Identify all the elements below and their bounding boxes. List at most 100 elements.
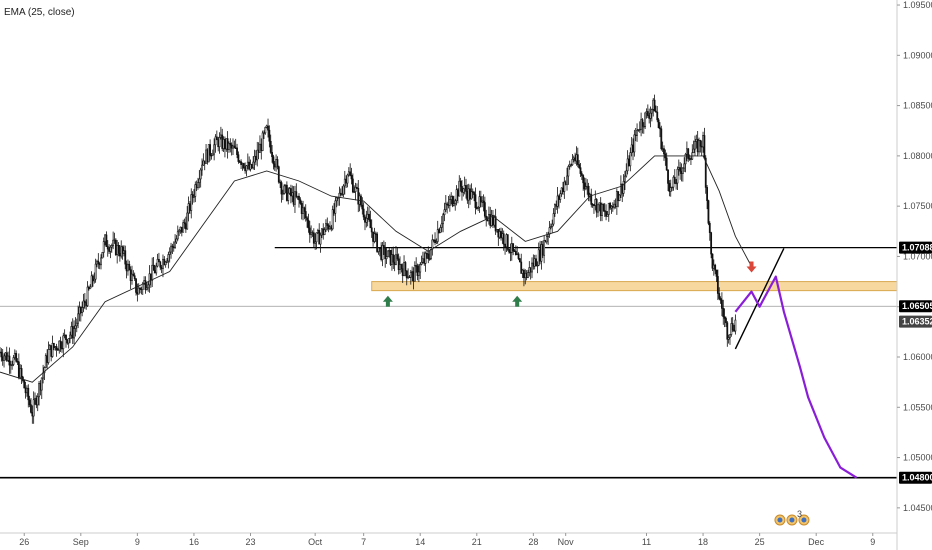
candle-body bbox=[135, 278, 137, 293]
candle-body bbox=[505, 234, 508, 248]
levels-layer bbox=[0, 246, 897, 479]
candle-body bbox=[584, 186, 587, 190]
candle-body bbox=[187, 203, 190, 214]
x-tick-label: 21 bbox=[472, 537, 482, 547]
candle-body bbox=[382, 245, 385, 248]
candle-body bbox=[285, 184, 288, 201]
candle-body bbox=[676, 168, 679, 184]
support-zone bbox=[371, 281, 898, 292]
candle-body bbox=[96, 260, 98, 265]
candle-body bbox=[389, 249, 392, 265]
candle-body bbox=[127, 263, 129, 272]
x-tick-label: 14 bbox=[415, 537, 425, 547]
candle-body bbox=[399, 264, 401, 270]
candle-body bbox=[506, 234, 509, 250]
candle-body bbox=[661, 148, 664, 150]
candle-body bbox=[125, 263, 128, 272]
candle-body bbox=[563, 181, 566, 192]
candle-body bbox=[132, 273, 135, 277]
candle-body bbox=[298, 195, 300, 201]
x-tick-label: Dec bbox=[808, 537, 825, 547]
candles-layer bbox=[0, 94, 737, 424]
support-bounce-arrow-1 bbox=[382, 295, 393, 307]
candle-body bbox=[721, 299, 723, 309]
x-tick-label: Nov bbox=[558, 537, 575, 547]
candle-body bbox=[13, 353, 16, 358]
candle-body bbox=[459, 180, 462, 187]
candle-body bbox=[311, 232, 314, 234]
x-tick-label: 28 bbox=[528, 537, 538, 547]
candle-body bbox=[474, 194, 477, 208]
candle-body bbox=[66, 339, 69, 344]
candle-body bbox=[642, 125, 645, 128]
candle-body bbox=[276, 159, 279, 168]
candle-body bbox=[194, 184, 197, 197]
candle-body bbox=[606, 214, 609, 217]
candle-body bbox=[655, 110, 657, 113]
candle-body bbox=[430, 248, 432, 259]
candle-body bbox=[413, 265, 416, 282]
candle-body bbox=[712, 264, 715, 269]
candle-body bbox=[73, 328, 75, 339]
candle-body bbox=[637, 129, 640, 131]
candle-body bbox=[291, 192, 294, 197]
candle-body bbox=[166, 260, 168, 263]
candle-body bbox=[288, 188, 291, 194]
candle-body bbox=[613, 203, 616, 208]
candle-body bbox=[641, 119, 644, 127]
candle-body bbox=[345, 178, 348, 184]
candle-body bbox=[471, 191, 474, 193]
candle-body bbox=[479, 196, 482, 203]
event-flag-icon bbox=[801, 517, 807, 523]
candle-body bbox=[110, 245, 113, 248]
candle-body bbox=[36, 396, 39, 406]
y-tick-label: 1.07500 bbox=[903, 201, 932, 211]
candle-body bbox=[104, 234, 106, 242]
price-tag-current-bg bbox=[899, 315, 932, 328]
candle-body bbox=[572, 157, 575, 160]
candle-body bbox=[667, 169, 669, 184]
candle-body bbox=[566, 175, 568, 185]
candle-body bbox=[170, 245, 172, 253]
candle-body bbox=[44, 355, 47, 368]
price-tag-resistance-line: 1.07088 bbox=[902, 243, 932, 253]
candle-body bbox=[58, 340, 61, 351]
candle-body bbox=[140, 288, 143, 290]
candle-body bbox=[315, 232, 318, 243]
candle-body bbox=[195, 184, 198, 188]
candle-body bbox=[539, 249, 541, 262]
candle-body bbox=[234, 147, 237, 149]
candle-body bbox=[35, 397, 38, 406]
candle-body bbox=[427, 253, 430, 259]
candle-body bbox=[380, 247, 383, 260]
candle-body bbox=[435, 241, 438, 244]
candle-body bbox=[31, 412, 34, 417]
candle-body bbox=[5, 352, 8, 361]
candle-body bbox=[645, 111, 648, 114]
candle-body bbox=[601, 204, 603, 216]
candle-body bbox=[591, 204, 594, 206]
candle-body bbox=[242, 163, 245, 169]
candle-body bbox=[594, 199, 597, 206]
candle-body bbox=[144, 280, 147, 290]
candle-body bbox=[341, 193, 343, 196]
candle-body bbox=[704, 157, 707, 188]
candle-body bbox=[366, 213, 369, 219]
candle-body bbox=[179, 226, 182, 231]
candle-body bbox=[517, 253, 520, 259]
candle-body bbox=[467, 188, 470, 201]
candle-body bbox=[59, 340, 62, 349]
candle-body bbox=[378, 247, 381, 250]
candle-body bbox=[202, 160, 205, 166]
candle-body bbox=[646, 111, 649, 116]
candle-body bbox=[675, 182, 678, 185]
candle-body bbox=[128, 263, 131, 271]
candle-body bbox=[392, 254, 395, 263]
candle-body bbox=[175, 238, 178, 243]
candle-body bbox=[560, 187, 563, 195]
candle-body bbox=[17, 361, 20, 378]
y-tick-label: 1.05000 bbox=[903, 453, 932, 463]
candle-body bbox=[123, 250, 125, 254]
candle-body bbox=[46, 355, 49, 363]
